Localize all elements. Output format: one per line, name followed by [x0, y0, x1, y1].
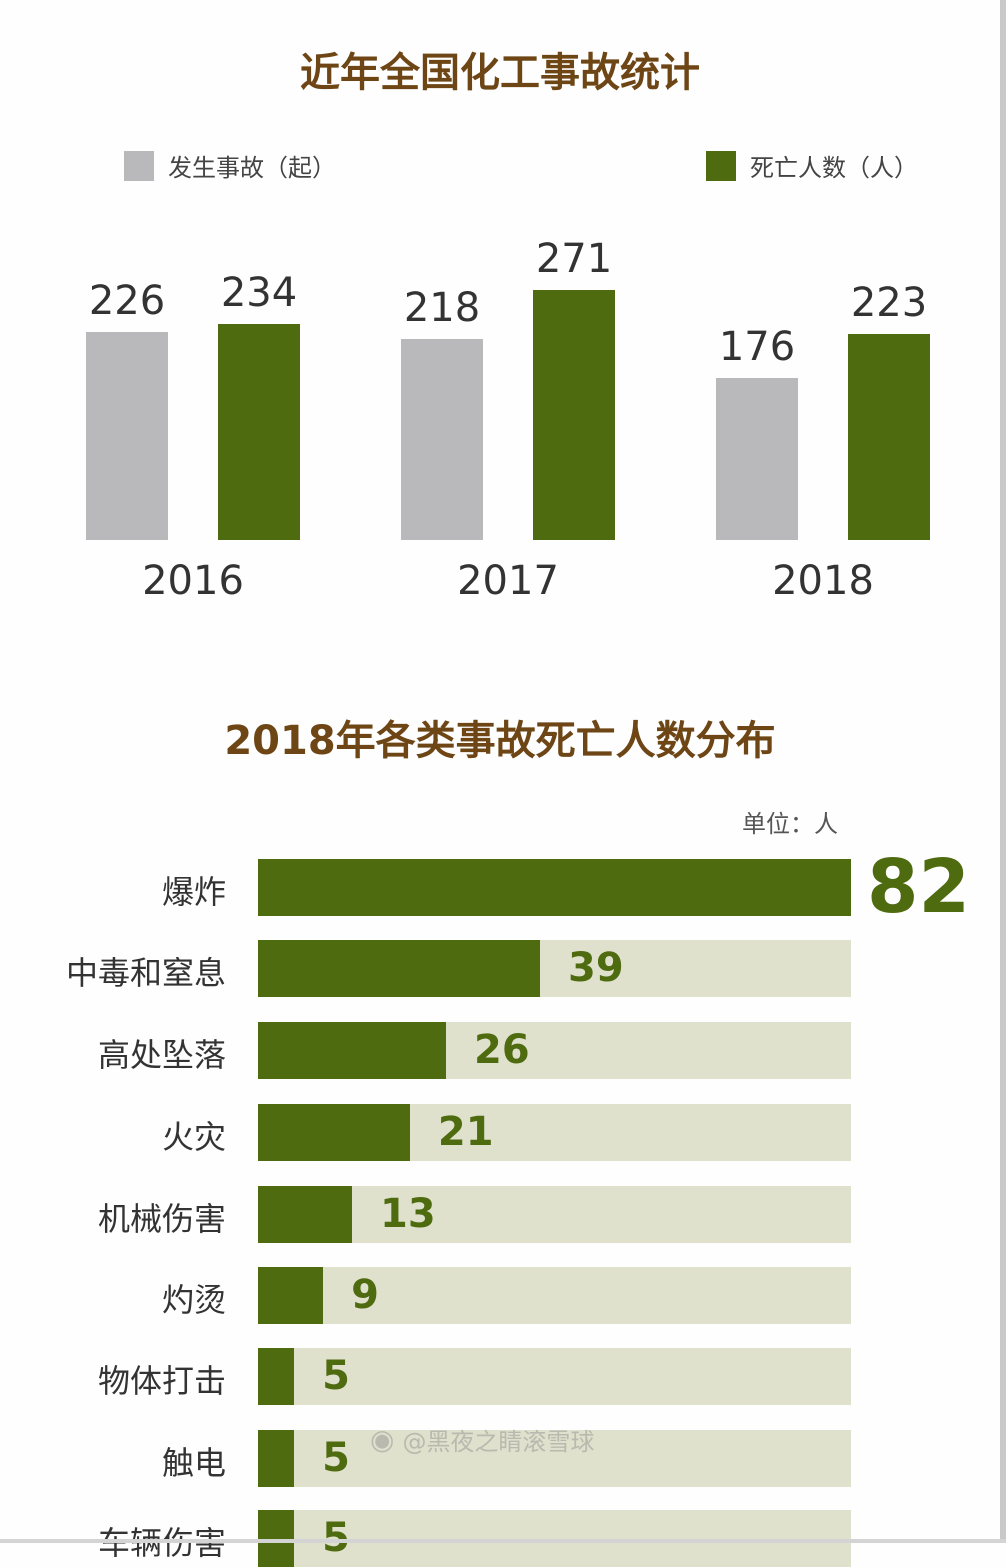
- value-label: 5: [322, 1435, 350, 1481]
- bar-2017-accidents: [401, 338, 483, 540]
- category-label: 中毒和窒息: [65, 954, 226, 992]
- watermark-text: @黑夜之睛滚雪球: [402, 1428, 595, 1456]
- category-label: 高处坠落: [97, 1036, 226, 1074]
- category-label: 爆炸: [161, 873, 226, 911]
- value-label: 271: [535, 236, 613, 282]
- category-label: 物体打击: [97, 1362, 226, 1400]
- value-label: 223: [850, 280, 928, 327]
- legend-item-accidents: 发生事故（起）: [124, 148, 336, 183]
- value-label: 26: [474, 1027, 530, 1073]
- chart1-title: 近年全国化工事故统计: [300, 50, 700, 96]
- bar-灼烫: [258, 1267, 324, 1324]
- value-label: 82: [867, 844, 970, 930]
- legend-label-accidents: 发生事故（起）: [168, 154, 336, 182]
- value-label: 218: [403, 284, 481, 331]
- bar-2016-deaths: [218, 324, 300, 540]
- value-label: 176: [718, 323, 796, 370]
- value-label: 39: [568, 945, 624, 991]
- bar-track: [258, 1267, 851, 1324]
- legend-label-deaths: 死亡人数（人）: [750, 154, 918, 182]
- bottom-edge: [0, 1539, 1006, 1543]
- legend-swatch-gray: [124, 150, 154, 181]
- bar-2018-deaths: [848, 334, 930, 540]
- bar-爆炸: [258, 859, 851, 916]
- value-label: 5: [322, 1353, 350, 1399]
- right-edge: [1000, 0, 1006, 1543]
- year-label-2017: 2017: [457, 558, 559, 604]
- watermark: ◉ @黑夜之睛滚雪球: [370, 1422, 594, 1457]
- category-label: 触电: [161, 1444, 226, 1482]
- bar-2017-deaths: [533, 290, 615, 540]
- category-label: 机械伤害: [97, 1200, 226, 1238]
- bar-track: [258, 1186, 851, 1243]
- category-label: 火灾: [161, 1118, 226, 1156]
- bar-2016-accidents: [86, 331, 168, 540]
- bar-2018-accidents: [716, 377, 798, 540]
- year-label-2018: 2018: [772, 558, 874, 604]
- bar-track: [258, 1348, 851, 1405]
- legend-item-deaths: 死亡人数（人）: [706, 148, 918, 183]
- bar-track: [258, 1430, 851, 1487]
- bar-触电: [258, 1430, 295, 1487]
- year-label-2016: 2016: [142, 558, 244, 604]
- category-label: 灼烫: [161, 1281, 226, 1319]
- unit-label: 单位：人: [742, 810, 838, 838]
- weibo-icon: ◉: [370, 1423, 395, 1456]
- value-label: 13: [380, 1191, 436, 1237]
- value-label: 21: [437, 1109, 494, 1155]
- legend-swatch-green: [706, 150, 736, 181]
- bar-高处坠落: [258, 1022, 447, 1079]
- value-label: 226: [88, 277, 166, 324]
- bar-机械伤害: [258, 1186, 352, 1243]
- value-label: 9: [351, 1272, 379, 1318]
- bar-物体打击: [258, 1348, 295, 1405]
- chart2-title: 2018年各类事故死亡人数分布: [224, 718, 776, 764]
- bar-火灾: [258, 1104, 410, 1161]
- bar-中毒和窒息: [258, 940, 541, 997]
- value-label: 234: [220, 270, 298, 317]
